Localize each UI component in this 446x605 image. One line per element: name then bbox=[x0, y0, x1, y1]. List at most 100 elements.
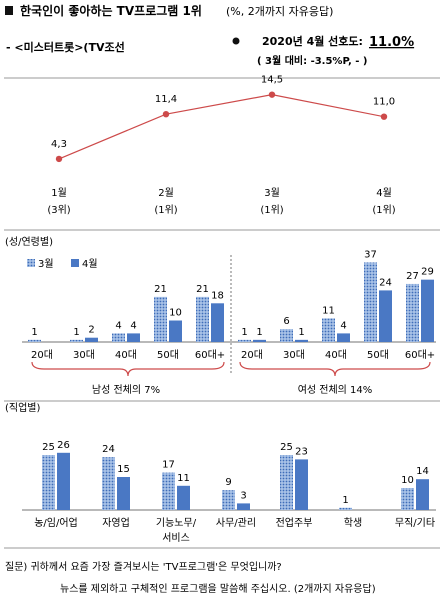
trend-point bbox=[162, 110, 170, 118]
trend-rank-label: (3위) bbox=[47, 203, 70, 216]
occupation-category-label: 사무/관리 bbox=[216, 517, 256, 529]
bar-march bbox=[280, 455, 293, 510]
bar-value-label: 1 bbox=[256, 327, 262, 338]
legend-label-march: 3월 bbox=[38, 258, 54, 270]
bar-april bbox=[177, 485, 190, 510]
question-line-1: 질문) 귀하께서 요즘 가장 즐겨보시는 'TV프로그램'은 무엇입니까? bbox=[5, 560, 282, 573]
bar-value-label: 4 bbox=[340, 320, 346, 331]
title-note: (%, 2개까지 자유응답) bbox=[226, 5, 333, 18]
bar-april bbox=[57, 452, 70, 510]
trend-line bbox=[58, 94, 385, 160]
trend-month-label: 3월 bbox=[264, 187, 280, 199]
legend-label-april: 4월 bbox=[82, 258, 98, 270]
bar-march bbox=[322, 318, 335, 342]
male-brace bbox=[31, 361, 225, 377]
trend-value-label: 14,5 bbox=[261, 75, 283, 86]
legend: 3월 4월 bbox=[27, 258, 98, 270]
bar-april bbox=[421, 279, 434, 342]
pref-compare: ( 3월 대비: -3.5%P, - ) bbox=[257, 54, 367, 67]
bar-april bbox=[211, 303, 224, 342]
trend-chart: 4,3 1월 (3위) 11,4 2월 (1위) 14,5 3월 (1위) 11,0 4월 (1위) bbox=[47, 75, 395, 216]
bar-value-label: 1 bbox=[298, 327, 304, 338]
bar-value-label: 10 bbox=[169, 308, 182, 319]
gender-category-label: 40대 bbox=[325, 349, 347, 361]
trend-month-label: 4월 bbox=[376, 187, 392, 199]
bar-april bbox=[253, 339, 266, 342]
bar-march bbox=[102, 457, 115, 510]
female-brace bbox=[239, 361, 431, 377]
occupation-category-label: 전업주부 bbox=[276, 516, 313, 529]
bar-value-label: 6 bbox=[283, 316, 289, 327]
gender-category-label: 50대 bbox=[157, 349, 179, 361]
program-name: - <미스터트롯>(TV조선 bbox=[6, 40, 125, 54]
trend-value-label: 11,4 bbox=[155, 94, 177, 105]
bar-value-label: 14 bbox=[416, 466, 429, 477]
bar-march bbox=[70, 339, 83, 342]
bar-april bbox=[127, 333, 140, 342]
male-total-label: 남성 전체의 7% bbox=[92, 384, 160, 396]
legend-swatch-march bbox=[27, 259, 35, 267]
bar-value-label: 10 bbox=[401, 475, 414, 486]
bar-april bbox=[295, 339, 308, 342]
occupation-category-label: 학생 bbox=[344, 517, 362, 529]
trend-rank-label: (1위) bbox=[154, 203, 177, 216]
bar-march bbox=[162, 472, 175, 510]
bar-march bbox=[339, 507, 352, 510]
bar-march bbox=[222, 490, 235, 510]
bar-value-label: 1 bbox=[31, 327, 37, 338]
bar-value-label: 21 bbox=[196, 284, 209, 295]
bar-value-label: 4 bbox=[130, 320, 136, 331]
bar-value-label: 25 bbox=[280, 442, 293, 453]
bar-value-label: 2 bbox=[88, 325, 94, 336]
trend-rank-label: (1위) bbox=[260, 203, 283, 216]
gender-category-label: 40대 bbox=[115, 349, 137, 361]
gender-category-label: 20대 bbox=[241, 349, 263, 361]
bar-march bbox=[401, 488, 414, 510]
bar-value-label: 3 bbox=[240, 490, 246, 501]
occupation-category-label: 기능노무/ bbox=[156, 517, 197, 529]
bar-value-label: 21 bbox=[154, 284, 167, 295]
trend-month-label: 1월 bbox=[51, 187, 67, 199]
bar-value-label: 1 bbox=[241, 327, 247, 338]
trend-value-label: 4,3 bbox=[51, 139, 67, 150]
bar-march bbox=[154, 296, 167, 342]
trend-point bbox=[268, 91, 276, 98]
trend-value-label: 11,0 bbox=[373, 97, 395, 108]
gender-category-label: 30대 bbox=[283, 349, 305, 361]
trend-rank-label: (1위) bbox=[372, 203, 395, 216]
bar-march bbox=[28, 339, 41, 342]
gender-category-label: 50대 bbox=[367, 349, 389, 361]
bar-value-label: 27 bbox=[406, 271, 419, 282]
gender-category-label: 30대 bbox=[73, 349, 95, 361]
bar-april bbox=[337, 333, 350, 342]
question-line-2: 뉴스를 제외하고 구체적인 프로그램을 말씀해 주십시오. (2개까지 자유응답… bbox=[60, 582, 376, 595]
title-marker bbox=[5, 6, 13, 15]
gender-age-section-label: (성/연령별) bbox=[5, 236, 53, 248]
bar-value-label: 23 bbox=[295, 446, 308, 457]
gender-category-label: 20대 bbox=[31, 349, 53, 361]
bar-value-label: 4 bbox=[115, 320, 121, 331]
trend-point bbox=[55, 155, 63, 163]
bar-april bbox=[85, 337, 98, 342]
occupation-category-label: 서비스 bbox=[162, 532, 190, 544]
bar-april bbox=[237, 503, 250, 510]
bar-value-label: 24 bbox=[379, 277, 392, 288]
bar-march bbox=[364, 262, 377, 342]
bar-value-label: 11 bbox=[177, 473, 190, 484]
page-title: 한국인이 좋아하는 TV프로그램 1위 bbox=[20, 3, 202, 18]
gender-category-label: 60대+ bbox=[195, 349, 225, 361]
pref-value: 11.0% bbox=[369, 35, 414, 50]
bar-value-label: 11 bbox=[322, 305, 335, 316]
bar-value-label: 18 bbox=[211, 290, 224, 301]
bar-value-label: 29 bbox=[421, 267, 434, 278]
bar-april bbox=[379, 290, 392, 342]
bar-march bbox=[42, 455, 55, 510]
bar-april bbox=[416, 479, 429, 510]
bar-march bbox=[280, 329, 293, 342]
gender-category-label: 60대+ bbox=[405, 349, 435, 361]
bar-value-label: 37 bbox=[364, 249, 377, 260]
bar-march bbox=[238, 339, 251, 342]
